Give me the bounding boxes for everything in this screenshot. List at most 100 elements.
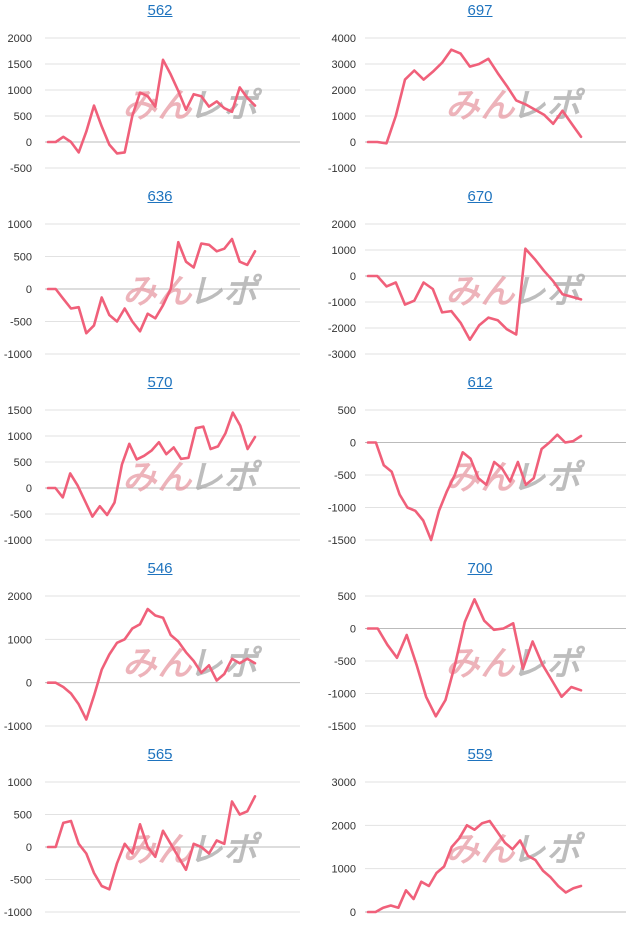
y-tick-label: 0 [350,438,356,450]
y-tick-label: -1000 [328,297,356,309]
chart-title-link[interactable]: 546 [147,560,173,577]
y-tick-label: 4000 [332,33,356,45]
watermark-text-gray: レポ [189,86,263,126]
y-tick-label: -500 [10,317,32,329]
chart-panel-697: 697 4000 3000 2000 1000 0 -1000 みん レポ [320,0,640,186]
y-tick-label: 3000 [332,59,356,71]
y-tick-label: 1500 [8,405,32,417]
y-tick-label: -1000 [4,349,32,361]
chart-title-link[interactable]: 562 [147,2,173,19]
y-tick-label: 1000 [8,431,32,443]
chart-title-link[interactable]: 570 [147,374,173,391]
chart-panel-565: 565 1000 500 0 -500 -1000 みん レポ [0,744,320,930]
y-tick-label: 1000 [8,634,32,646]
chart-panel-546: 546 2000 1000 0 -1000 みん レポ [0,558,320,744]
chart-panel-562: 562 2000 1500 1000 500 0 -500 みん レポ [0,0,320,186]
y-tick-label: -1000 [328,503,356,515]
watermark-text-gray: レポ [512,272,586,312]
y-tick-label: -500 [334,656,356,668]
y-tick-label: 0 [350,907,356,919]
y-tick-label: 3000 [332,777,356,789]
y-tick-label: 1000 [332,245,356,257]
y-tick-label: 0 [350,137,356,149]
series-line [366,433,583,542]
y-tick-label: -500 [334,470,356,482]
chart-panel-612: 612 500 0 -500 -1000 -1500 みん レポ [320,372,640,558]
series-line [366,48,583,145]
y-tick-label: -1000 [4,907,32,919]
chart-title-link[interactable]: 565 [147,746,173,763]
chart-panel-670: 670 2000 1000 0 -1000 -2000 -3000 みん レポ [320,186,640,372]
series-line [366,597,583,718]
y-tick-label: -500 [10,875,32,887]
chart-title-link[interactable]: 636 [147,188,173,205]
watermark-text-gray: レポ [189,458,263,498]
y-tick-label: 1000 [332,864,356,876]
series-line [366,247,583,341]
y-tick-label: 0 [26,137,32,149]
y-tick-label: 500 [14,252,32,264]
y-tick-label: -2000 [328,323,356,335]
y-tick-label: 2000 [332,820,356,832]
y-tick-label: 0 [26,678,32,690]
y-tick-label: -500 [10,509,32,521]
series-line [366,819,583,914]
watermark-text-red: みん [446,830,516,870]
y-tick-label: 500 [14,111,32,123]
watermark-text-red: みん [123,272,193,312]
y-tick-label: -1000 [4,721,32,733]
watermark-text-gray: レポ [189,272,263,312]
y-tick-label: 2000 [8,33,32,45]
y-tick-label: 0 [350,624,356,636]
watermark-text-red: みん [123,458,193,498]
y-tick-label: 2000 [332,85,356,97]
chart-title-link[interactable]: 612 [467,374,493,391]
watermark-text-red: みん [123,644,193,684]
chart-panel-700: 700 500 0 -500 -1000 -1500 みん レポ [320,558,640,744]
watermark-text-red: みん [446,458,516,498]
series-line [46,607,257,721]
y-tick-label: 0 [26,842,32,854]
y-tick-label: -3000 [328,349,356,361]
y-tick-label: 1000 [332,111,356,123]
series-line [46,58,257,155]
y-tick-label: -1000 [328,163,356,175]
y-tick-label: 500 [14,810,32,822]
y-tick-label: 2000 [8,591,32,603]
watermark-text-gray: レポ [512,830,586,870]
chart-title-link[interactable]: 559 [467,746,493,763]
y-tick-label: 0 [350,271,356,283]
y-tick-label: 500 [338,591,356,603]
y-tick-label: 500 [14,457,32,469]
chart-title-link[interactable]: 670 [467,188,493,205]
chart-title-link[interactable]: 697 [467,2,493,19]
series-line [46,794,257,891]
chart-panel-559: 559 3000 2000 1000 0 みん レポ [320,744,640,930]
chart-title-link[interactable]: 700 [467,560,493,577]
y-tick-label: 0 [26,483,32,495]
y-tick-label: 0 [26,284,32,296]
y-tick-label: -1000 [4,535,32,547]
watermark-text-red: みん [446,86,516,126]
y-tick-label: -1000 [328,689,356,701]
chart-panel-570: 570 1500 1000 500 0 -500 -1000 みん レポ [0,372,320,558]
series-line [46,411,257,518]
